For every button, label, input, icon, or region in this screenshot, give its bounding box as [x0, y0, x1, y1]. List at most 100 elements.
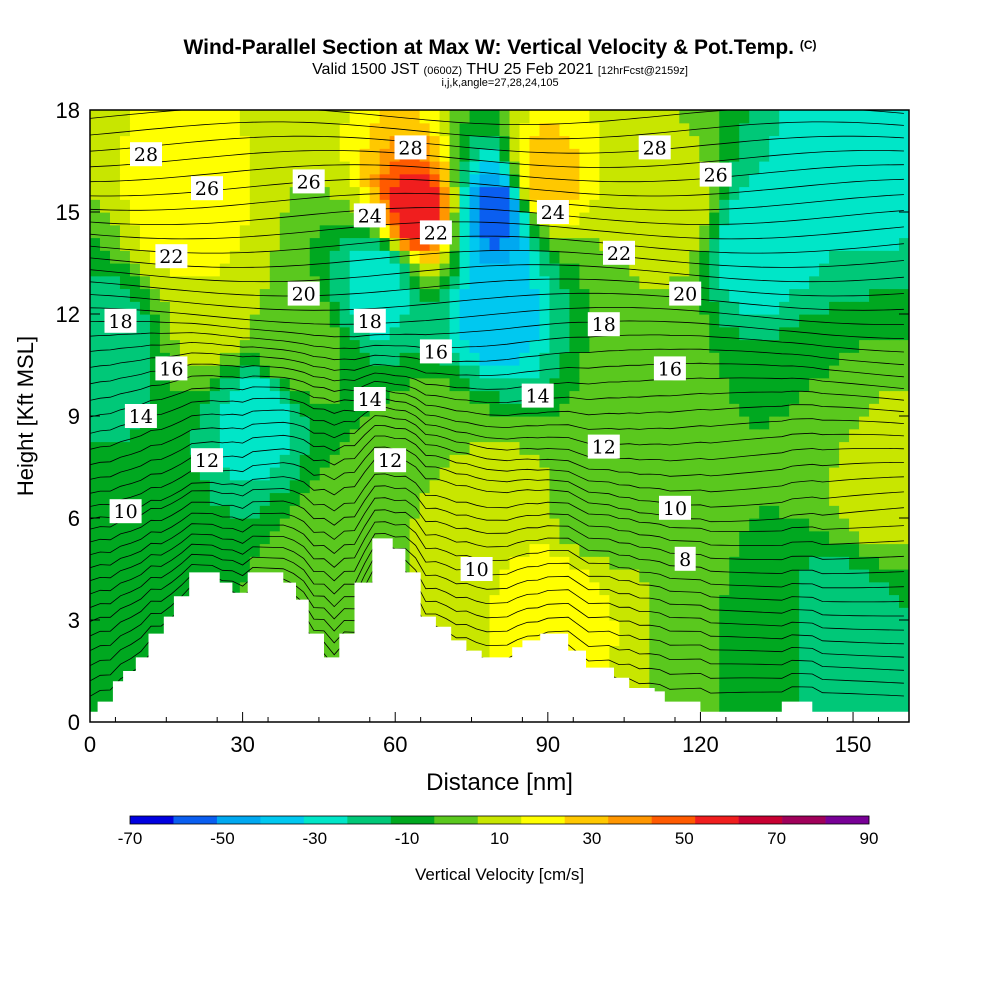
- w-cell: [879, 518, 890, 532]
- w-cell: [549, 390, 561, 404]
- w-cell: [689, 199, 700, 213]
- w-cell: [529, 620, 541, 634]
- w-cell: [399, 530, 411, 545]
- w-cell: [189, 530, 201, 545]
- w-cell: [209, 314, 221, 328]
- w-cell: [569, 543, 580, 557]
- w-cell: [449, 620, 461, 634]
- w-cell: [719, 212, 730, 226]
- w-cell: [259, 505, 271, 519]
- w-cell: [399, 403, 411, 417]
- w-cell: [179, 314, 191, 328]
- w-cell: [849, 122, 860, 137]
- w-cell: [209, 377, 221, 392]
- w-cell: [839, 620, 850, 634]
- y-tick-label: 12: [56, 302, 80, 327]
- w-cell: [459, 607, 471, 621]
- w-cell: [339, 569, 351, 583]
- w-cell: [109, 377, 121, 392]
- w-cell: [459, 314, 471, 328]
- w-cell: [779, 581, 790, 596]
- w-cell: [899, 339, 909, 353]
- w-cell: [849, 365, 860, 379]
- w-cell: [799, 199, 810, 213]
- w-cell: [729, 454, 740, 468]
- w-cell: [169, 467, 181, 481]
- w-cell: [859, 594, 870, 608]
- w-cell: [139, 581, 151, 596]
- w-cell: [469, 530, 481, 545]
- w-cell: [889, 390, 900, 404]
- w-cell: [719, 505, 730, 519]
- w-cell: [509, 275, 521, 290]
- w-cell: [239, 173, 251, 188]
- w-cell: [519, 263, 531, 277]
- w-cell: [369, 365, 381, 379]
- w-cell: [119, 224, 131, 239]
- w-cell: [429, 569, 441, 583]
- w-cell: [769, 224, 780, 239]
- w-cell: [349, 416, 361, 430]
- w-cell: [419, 428, 431, 443]
- w-cell: [779, 122, 790, 137]
- w-cell: [169, 301, 181, 315]
- w-cell: [199, 212, 211, 226]
- w-cell: [629, 122, 640, 137]
- w-cell: [309, 416, 321, 430]
- w-cell: [339, 288, 351, 302]
- w-cell: [899, 518, 909, 532]
- w-cell: [739, 122, 750, 137]
- w-cell: [549, 186, 561, 200]
- w-cell: [769, 645, 780, 659]
- w-cell: [249, 186, 261, 200]
- w-cell: [649, 339, 660, 353]
- w-cell: [359, 467, 371, 481]
- w-cell: [459, 530, 471, 545]
- w-cell: [359, 492, 371, 506]
- w-cell: [399, 250, 411, 264]
- w-cell: [629, 428, 640, 443]
- w-cell: [489, 594, 501, 608]
- w-cell: [109, 186, 121, 200]
- w-cell: [439, 250, 451, 264]
- w-cell: [819, 186, 830, 200]
- w-cell: [219, 173, 231, 188]
- w-cell: [369, 505, 381, 519]
- w-cell: [289, 224, 301, 239]
- w-cell: [779, 594, 790, 608]
- w-cell: [859, 620, 870, 634]
- w-cell: [539, 339, 551, 353]
- w-cell: [349, 441, 361, 455]
- w-cell: [149, 237, 161, 251]
- w-cell: [279, 212, 291, 226]
- w-cell: [769, 556, 780, 570]
- w-cell: [269, 365, 281, 379]
- w-cell: [399, 288, 411, 302]
- w-cell: [99, 518, 111, 532]
- w-cell: [699, 505, 710, 519]
- w-cell: [209, 263, 221, 277]
- w-cell: [899, 696, 909, 710]
- w-cell: [199, 492, 211, 506]
- w-cell: [549, 173, 561, 188]
- w-cell: [309, 505, 321, 519]
- w-cell: [389, 479, 401, 494]
- w-cell: [589, 148, 600, 162]
- w-cell: [169, 390, 181, 404]
- w-cell: [669, 390, 680, 404]
- w-cell: [189, 479, 201, 494]
- w-cell: [729, 416, 740, 430]
- w-cell: [749, 237, 760, 251]
- w-cell: [629, 569, 640, 583]
- w-cell: [269, 237, 281, 251]
- w-cell: [769, 110, 780, 124]
- w-cell: [379, 224, 391, 239]
- w-cell: [339, 403, 351, 417]
- w-cell: [499, 467, 511, 481]
- colorbar-swatch: [608, 816, 652, 824]
- w-cell: [859, 530, 870, 545]
- w-cell: [859, 505, 870, 519]
- w-cell: [749, 403, 760, 417]
- w-cell: [899, 275, 909, 290]
- w-cell: [439, 454, 451, 468]
